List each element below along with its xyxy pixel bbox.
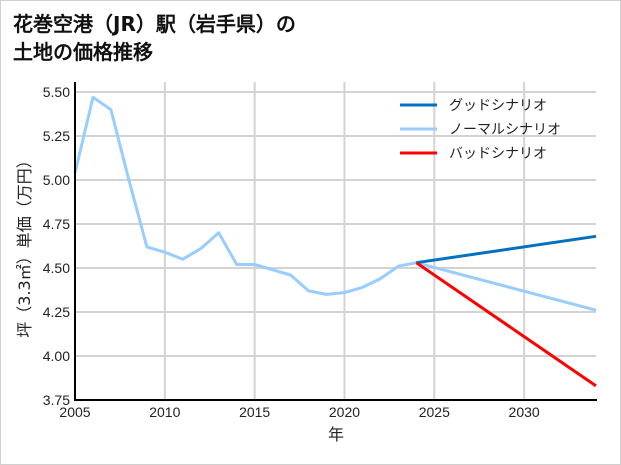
series-lines (73, 95, 597, 388)
y-tick-label: 5.50 (43, 84, 70, 100)
y-tick-label: 5.00 (43, 172, 70, 188)
chart-title-line2: 土地の価格推移 (13, 40, 153, 64)
x-tick-label: 2015 (239, 404, 270, 420)
series-line (416, 234, 597, 265)
x-axis-label: 年 (328, 425, 344, 444)
y-tick-label: 4.00 (43, 348, 70, 364)
x-tick-label: 2020 (329, 404, 360, 420)
chart-title: 花巻空港（JR）駅（岩手県）の 土地の価格推移 (13, 10, 296, 66)
grid-lines (75, 82, 596, 400)
x-tick-label: 2005 (59, 404, 90, 420)
y-tick-label: 4.25 (43, 304, 70, 320)
x-tick-label: 2010 (149, 404, 180, 420)
y-tick-label: 4.75 (43, 216, 70, 232)
series-line (73, 95, 597, 312)
legend-label: グッドシナリオ (449, 98, 547, 114)
legend-label: バッドシナリオ (449, 146, 547, 162)
y-tick-label: 4.50 (43, 260, 70, 276)
y-tick-labels: 3.75 4.00 4.25 4.50 4.75 5.00 5.25 5.50 (43, 84, 70, 408)
y-tick-label: 3.75 (43, 392, 70, 408)
y-axis-label: 坪（3.3㎡）単価（万円） (15, 152, 34, 337)
x-tick-label: 2025 (419, 404, 450, 420)
legend-label: ノーマルシナリオ (449, 122, 561, 138)
series-line (415, 261, 597, 388)
x-tick-label: 2030 (509, 404, 540, 420)
x-tick-labels: 2005 2010 2015 2020 2025 2030 (59, 404, 539, 420)
y-tick-label: 5.25 (43, 128, 70, 144)
chart-title-line1: 花巻空港（JR）駅（岩手県）の (13, 12, 296, 36)
